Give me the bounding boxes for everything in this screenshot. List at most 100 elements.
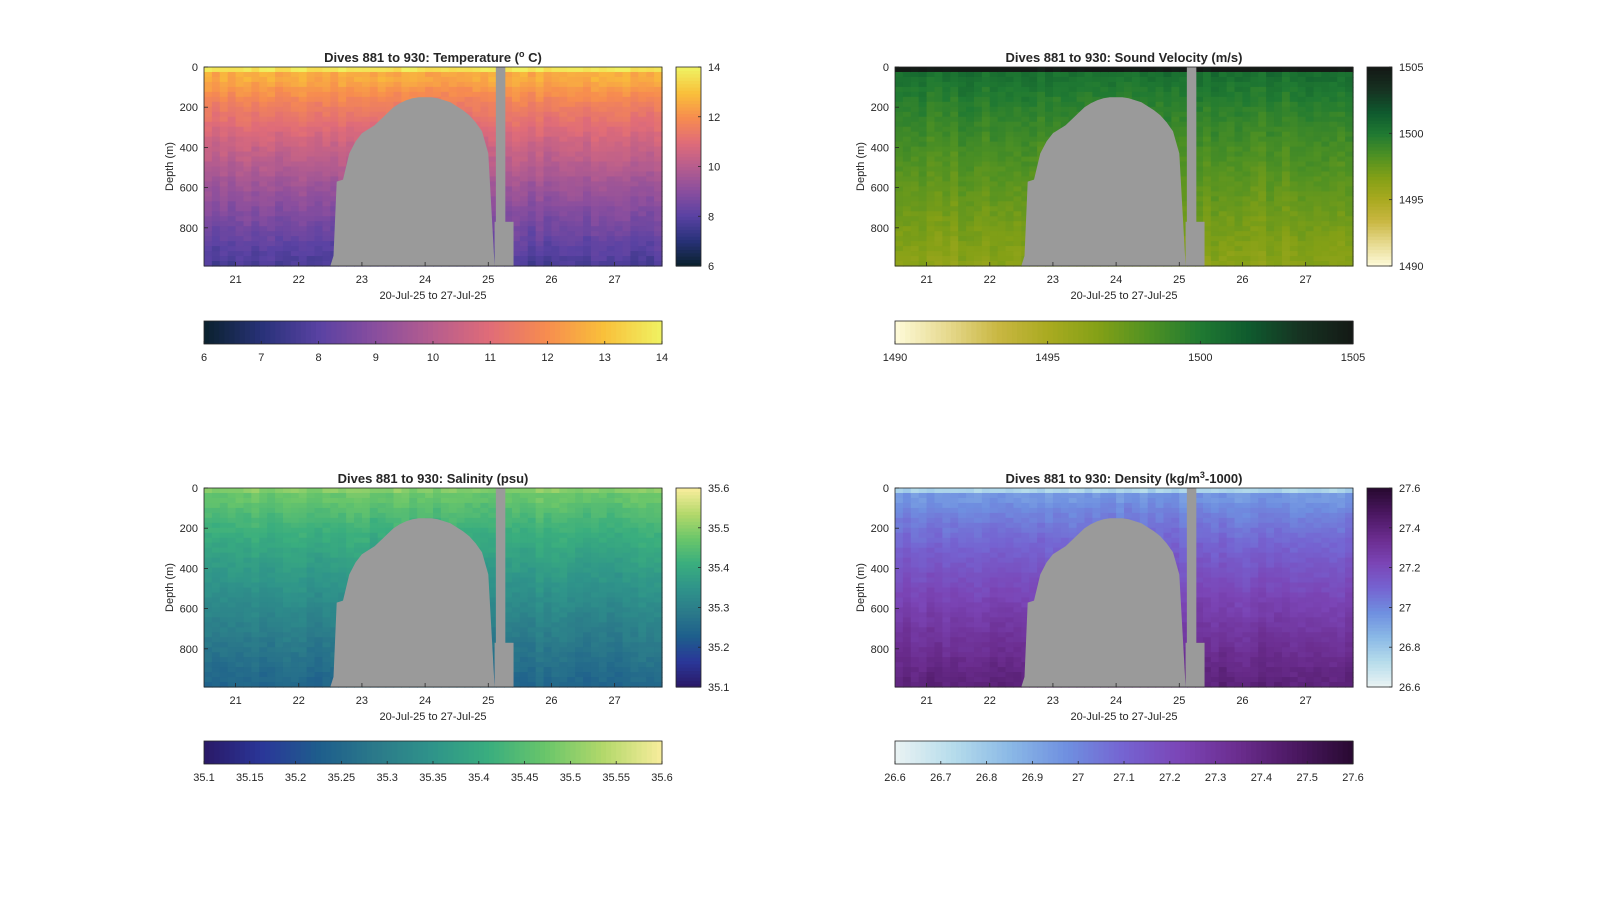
colorbar-right-label: 14	[708, 62, 720, 74]
x-tick-label: 27	[1299, 274, 1311, 286]
colorbar-bottom-label: 14	[656, 352, 668, 364]
chart-title: Dives 881 to 930: Sound Velocity (m/s)	[1006, 50, 1243, 65]
colorbar-right-frame	[1366, 487, 1393, 688]
chart-title: Dives 881 to 930: Density (kg/m3-1000)	[1006, 470, 1243, 486]
x-tick-label: 23	[1047, 274, 1059, 286]
nodata-block	[1185, 642, 1205, 687]
colorbar-bottom-frame	[894, 320, 1354, 345]
y-tick-label: 0	[883, 62, 889, 74]
colorbar-bottom-label: 26.8	[976, 772, 997, 784]
colorbar-bottom-label: 27.1	[1113, 772, 1134, 784]
nodata-block	[494, 642, 514, 687]
x-tick-label: 27	[608, 274, 620, 286]
nodata-region	[320, 97, 495, 266]
x-axis-label: 20-Jul-25 to 27-Jul-25	[1070, 290, 1177, 302]
colorbar-bottom-label: 27.2	[1159, 772, 1180, 784]
colorbar-bottom-label: 1490	[883, 352, 907, 364]
colorbar-bottom-label: 10	[427, 352, 439, 364]
y-tick-label: 800	[180, 223, 198, 235]
x-tick-label: 22	[293, 695, 305, 707]
colorbar-right-label: 35.4	[708, 563, 729, 575]
colorbar-bottom-label: 35.3	[376, 772, 397, 784]
plot-frame	[894, 487, 1354, 688]
colorbar-right-label: 6	[708, 261, 714, 273]
nodata-block	[1185, 221, 1205, 266]
colorbar-right-label: 27.6	[1399, 483, 1420, 495]
y-axis-label: Depth (m)	[164, 563, 176, 612]
colorbar-right-label: 27	[1399, 602, 1411, 614]
x-tick-label: 22	[984, 274, 996, 286]
x-tick-label: 24	[1110, 695, 1122, 707]
colorbar-right: 6 8 10 12 14	[675, 62, 720, 273]
nodata-column	[1186, 67, 1197, 266]
y-tick-label: 600	[871, 604, 889, 616]
x-axis-label: 20-Jul-25 to 27-Jul-25	[1070, 711, 1177, 723]
x-tick-label: 25	[1173, 274, 1185, 286]
panel-temperature: 21 22 23 24 25 26 27 0 200 400 600 800 20-Jul-25 to …	[164, 49, 720, 364]
x-tick-label: 22	[984, 695, 996, 707]
x-tick-label: 27	[1299, 695, 1311, 707]
x-tick-label: 25	[1173, 695, 1185, 707]
y-tick-label: 800	[871, 644, 889, 656]
y-axis-label: Depth (m)	[855, 563, 867, 612]
nodata-region	[1011, 518, 1186, 687]
colorbar-bottom-label: 1505	[1341, 352, 1365, 364]
colorbar-right-label: 26.8	[1399, 642, 1420, 654]
colorbar-bottom-label: 35.35	[419, 772, 447, 784]
colorbar-bottom-label: 35.45	[511, 772, 539, 784]
colorbar-bottom-label: 35.1	[193, 772, 214, 784]
x-axis-label: 20-Jul-25 to 27-Jul-25	[379, 711, 486, 723]
plot-frame	[894, 66, 1354, 267]
x-tick-label: 21	[229, 695, 241, 707]
x-tick-label: 23	[356, 695, 368, 707]
colorbar-bottom-label: 26.6	[884, 772, 905, 784]
colorbar-bottom-label: 35.55	[602, 772, 630, 784]
x-tick-label: 23	[1047, 695, 1059, 707]
nodata-region	[320, 518, 495, 687]
colorbar-bottom-label: 12	[541, 352, 553, 364]
colorbar-bottom-label: 26.9	[1022, 772, 1043, 784]
colorbar-bottom-label: 35.6	[651, 772, 672, 784]
colorbar-bottom-label: 1495	[1035, 352, 1059, 364]
y-tick-label: 400	[180, 563, 198, 575]
x-tick-label: 24	[419, 274, 431, 286]
x-tick-label: 26	[1236, 695, 1248, 707]
x-tick-label: 21	[920, 695, 932, 707]
y-tick-label: 0	[192, 483, 198, 495]
nodata-column	[1186, 488, 1197, 687]
x-tick-label: 24	[419, 695, 431, 707]
y-tick-label: 200	[180, 523, 198, 535]
colorbar-right-label: 35.5	[708, 523, 729, 535]
y-tick-label: 200	[871, 523, 889, 535]
y-tick-label: 0	[192, 62, 198, 74]
x-tick-label: 26	[1236, 274, 1248, 286]
y-tick-label: 800	[180, 644, 198, 656]
chart-title: Dives 881 to 930: Temperature (o C)	[324, 49, 542, 65]
y-tick-label: 600	[871, 183, 889, 195]
y-tick-label: 200	[180, 102, 198, 114]
colorbar-right-label: 8	[708, 211, 714, 223]
colorbar-bottom-label: 27.4	[1251, 772, 1272, 784]
x-axis-label: 20-Jul-25 to 27-Jul-25	[379, 290, 486, 302]
x-tick-label: 21	[920, 274, 932, 286]
colorbar-bottom-label: 9	[373, 352, 379, 364]
nodata-region	[1011, 97, 1186, 266]
colorbar-bottom-label: 11	[485, 352, 496, 364]
colorbar-bottom-label: 27.5	[1296, 772, 1317, 784]
colorbar-bottom: 1490 1495 1500 1505	[883, 320, 1365, 364]
colorbar-right: 26.6 26.8 27 27.2 27.4 27.6	[1366, 483, 1420, 694]
colorbar-bottom-label: 8	[315, 352, 321, 364]
colorbar-bottom-label: 7	[258, 352, 264, 364]
colorbar-bottom: 35.1 35.15 35.2 35.25 35.3 35.35 35.4 35.45 35.5…	[193, 740, 673, 784]
colorbar-right-label: 35.6	[708, 483, 729, 495]
colorbar-right-label: 12	[708, 112, 720, 124]
x-tick-label: 25	[482, 274, 494, 286]
colorbar-right-label: 27.2	[1399, 563, 1420, 575]
x-tick-label: 22	[293, 274, 305, 286]
colorbar-right-label: 26.6	[1399, 682, 1420, 694]
colorbar-right-label: 10	[708, 162, 720, 174]
y-tick-label: 400	[871, 142, 889, 154]
colorbar-bottom-label: 35.15	[236, 772, 264, 784]
colorbar-right-label: 1490	[1399, 261, 1423, 273]
